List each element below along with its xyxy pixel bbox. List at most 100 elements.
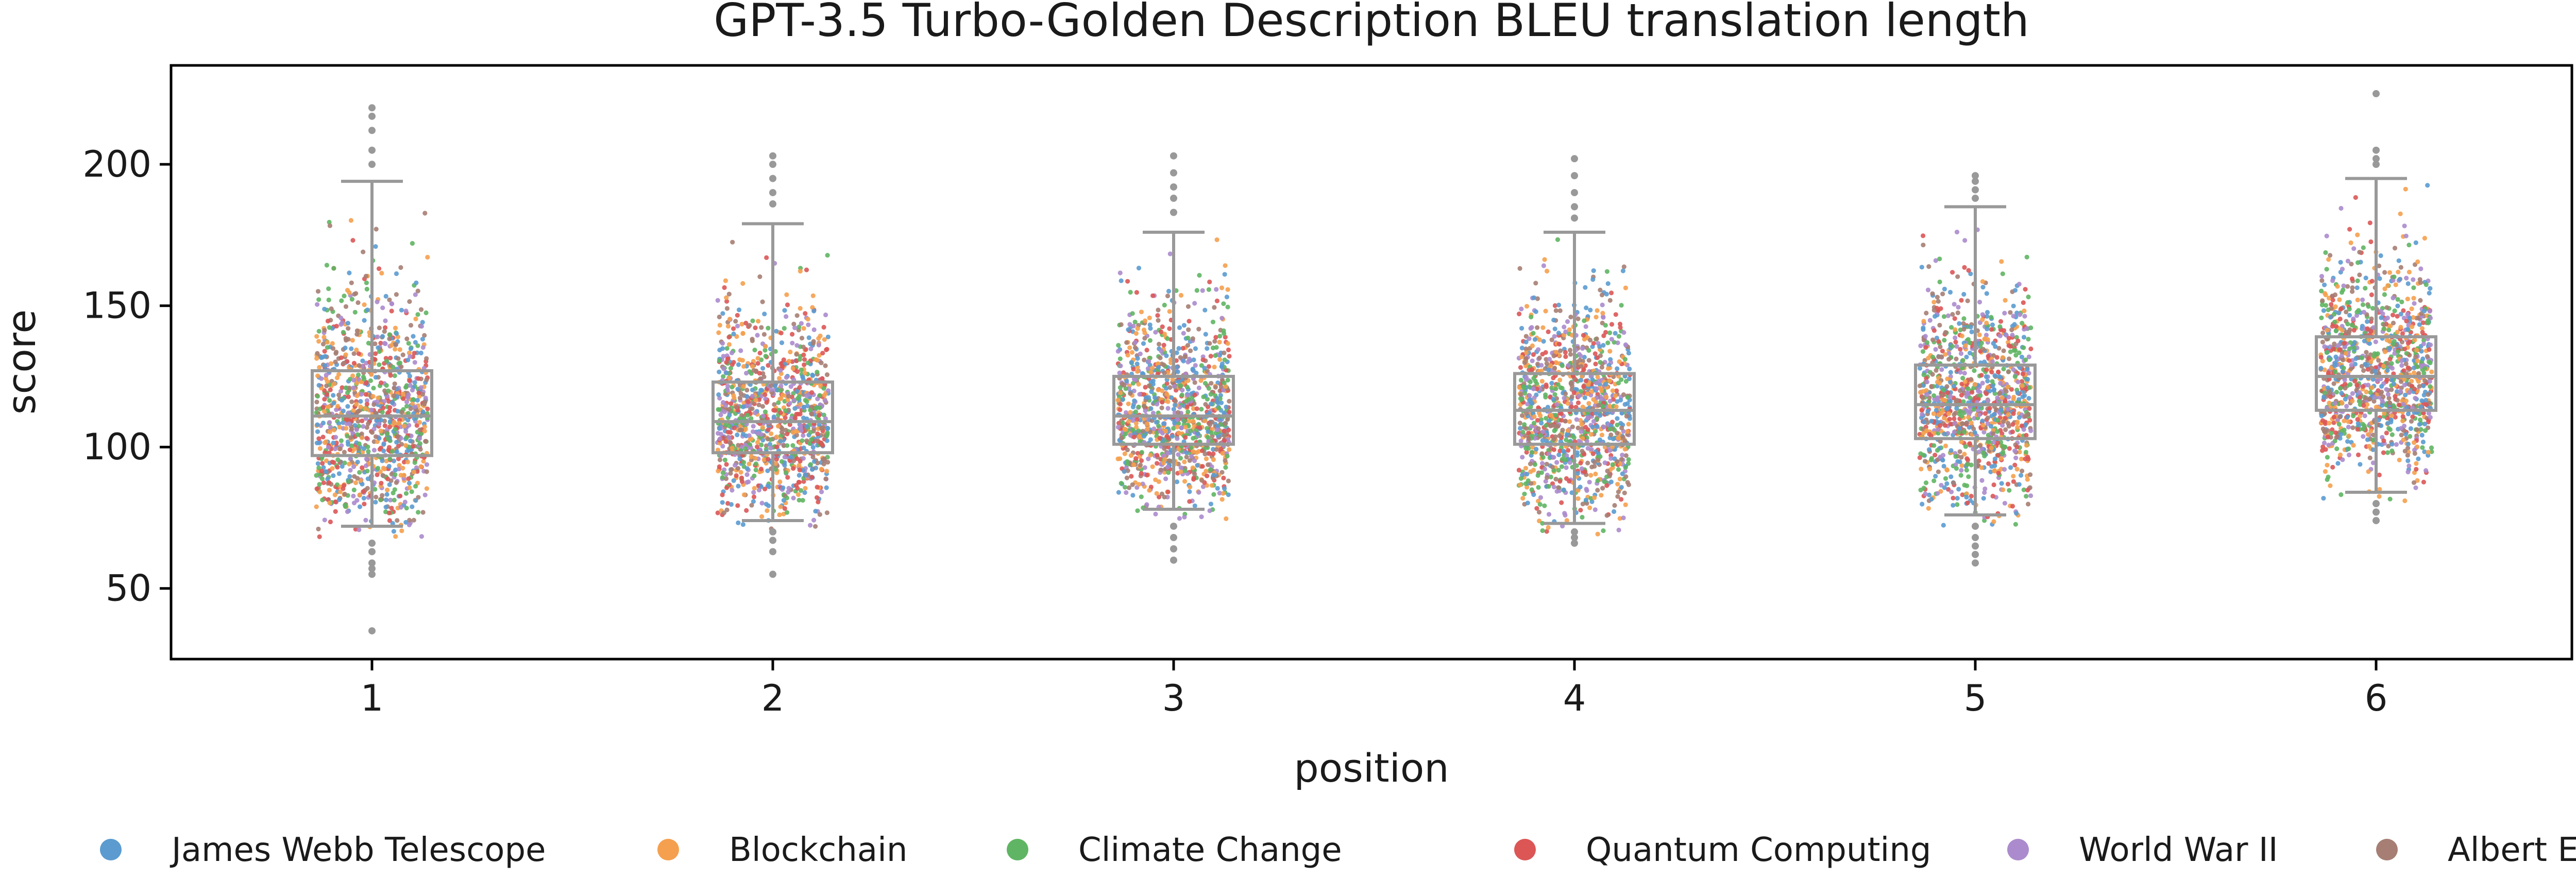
strip-point	[1531, 421, 1537, 426]
strip-point	[1199, 514, 1204, 520]
strip-point	[342, 294, 347, 299]
strip-point	[1939, 367, 1944, 372]
strip-point	[354, 393, 360, 399]
strip-point	[735, 313, 740, 318]
strip-point	[736, 362, 741, 367]
strip-point	[314, 334, 319, 339]
strip-point	[406, 476, 411, 481]
strip-point	[1926, 447, 1932, 452]
strip-point	[800, 438, 805, 443]
strip-point	[1130, 404, 1136, 410]
strip-point	[382, 399, 387, 404]
strip-point	[1594, 381, 1599, 386]
strip-point	[1181, 358, 1186, 364]
strip-point	[805, 317, 810, 322]
strip-point	[764, 255, 769, 260]
strip-point	[1580, 404, 1585, 410]
strip-point	[1588, 432, 1594, 437]
strip-point	[811, 327, 817, 333]
strip-point	[756, 488, 761, 493]
strip-point	[1143, 408, 1148, 413]
strip-point	[1136, 428, 1141, 434]
strip-point	[1961, 321, 1966, 326]
strip-point	[365, 307, 370, 313]
strip-point	[319, 376, 324, 381]
strip-point	[1178, 469, 1183, 475]
strip-point	[1613, 331, 1618, 336]
strip-point	[813, 524, 818, 529]
strip-point	[1210, 420, 1215, 425]
strip-point	[407, 378, 412, 383]
strip-point	[361, 489, 366, 494]
strip-point	[396, 356, 401, 361]
strip-point	[788, 455, 793, 460]
strip-point	[1605, 340, 1611, 346]
strip-point	[782, 326, 787, 331]
strip-point	[730, 488, 735, 493]
strip-point	[328, 519, 333, 525]
strip-point	[1531, 376, 1536, 381]
strip-point	[772, 383, 777, 389]
strip-point	[1209, 430, 1214, 436]
strip-point	[1141, 341, 1146, 346]
strip-point	[2019, 473, 2024, 478]
strip-point	[1125, 447, 1130, 453]
strip-point	[794, 343, 800, 348]
strip-point	[801, 326, 806, 331]
strip-point	[732, 425, 737, 430]
strip-point	[343, 346, 348, 351]
strip-point	[1546, 525, 1551, 530]
strip-point	[1527, 393, 1532, 399]
strip-point	[391, 365, 396, 370]
strip-point	[731, 331, 736, 337]
strip-point	[397, 463, 402, 468]
strip-point	[817, 405, 822, 410]
strip-point	[1162, 494, 1167, 499]
strip-point	[1585, 415, 1590, 421]
strip-point	[750, 393, 755, 399]
strip-point	[766, 457, 771, 462]
strip-point	[1622, 357, 1628, 362]
strip-point	[793, 428, 799, 434]
strip-point	[750, 338, 755, 343]
strip-point	[1522, 422, 1527, 427]
strip-point	[1610, 420, 1615, 425]
strip-point	[1141, 404, 1147, 409]
strip-point	[329, 361, 334, 366]
strip-point	[373, 244, 378, 249]
strip-point	[1165, 489, 1171, 495]
strip-point	[815, 370, 820, 375]
strip-point	[1546, 329, 1551, 335]
strip-point	[753, 468, 758, 473]
strip-point	[759, 325, 764, 330]
strip-point	[738, 470, 743, 475]
strip-point	[330, 341, 335, 346]
strip-point	[1558, 348, 1563, 353]
strip-point	[1174, 365, 1179, 370]
strip-point	[1163, 476, 1168, 481]
strip-point	[1586, 358, 1591, 363]
strip-point	[1959, 468, 1964, 473]
strip-point	[346, 421, 352, 426]
strip-point	[420, 345, 426, 350]
strip-point	[735, 503, 740, 508]
strip-point	[410, 388, 415, 393]
strip-point	[822, 392, 827, 398]
strip-point	[1547, 357, 1552, 362]
strip-point	[382, 341, 387, 346]
strip-point	[740, 281, 745, 286]
strip-point	[1206, 287, 1211, 292]
strip-point	[735, 432, 740, 438]
strip-point	[422, 402, 427, 407]
strip-point	[1202, 418, 1207, 423]
strip-point	[1183, 424, 1188, 430]
strip-point	[1200, 357, 1206, 363]
strip-point	[760, 366, 766, 371]
strip-point	[1610, 462, 1615, 468]
strip-point	[1599, 292, 1605, 298]
strip-point	[410, 504, 415, 509]
strip-point	[1214, 287, 1219, 292]
strip-point	[1223, 458, 1228, 463]
strip-point	[784, 495, 789, 501]
strip-point	[1962, 265, 1967, 270]
